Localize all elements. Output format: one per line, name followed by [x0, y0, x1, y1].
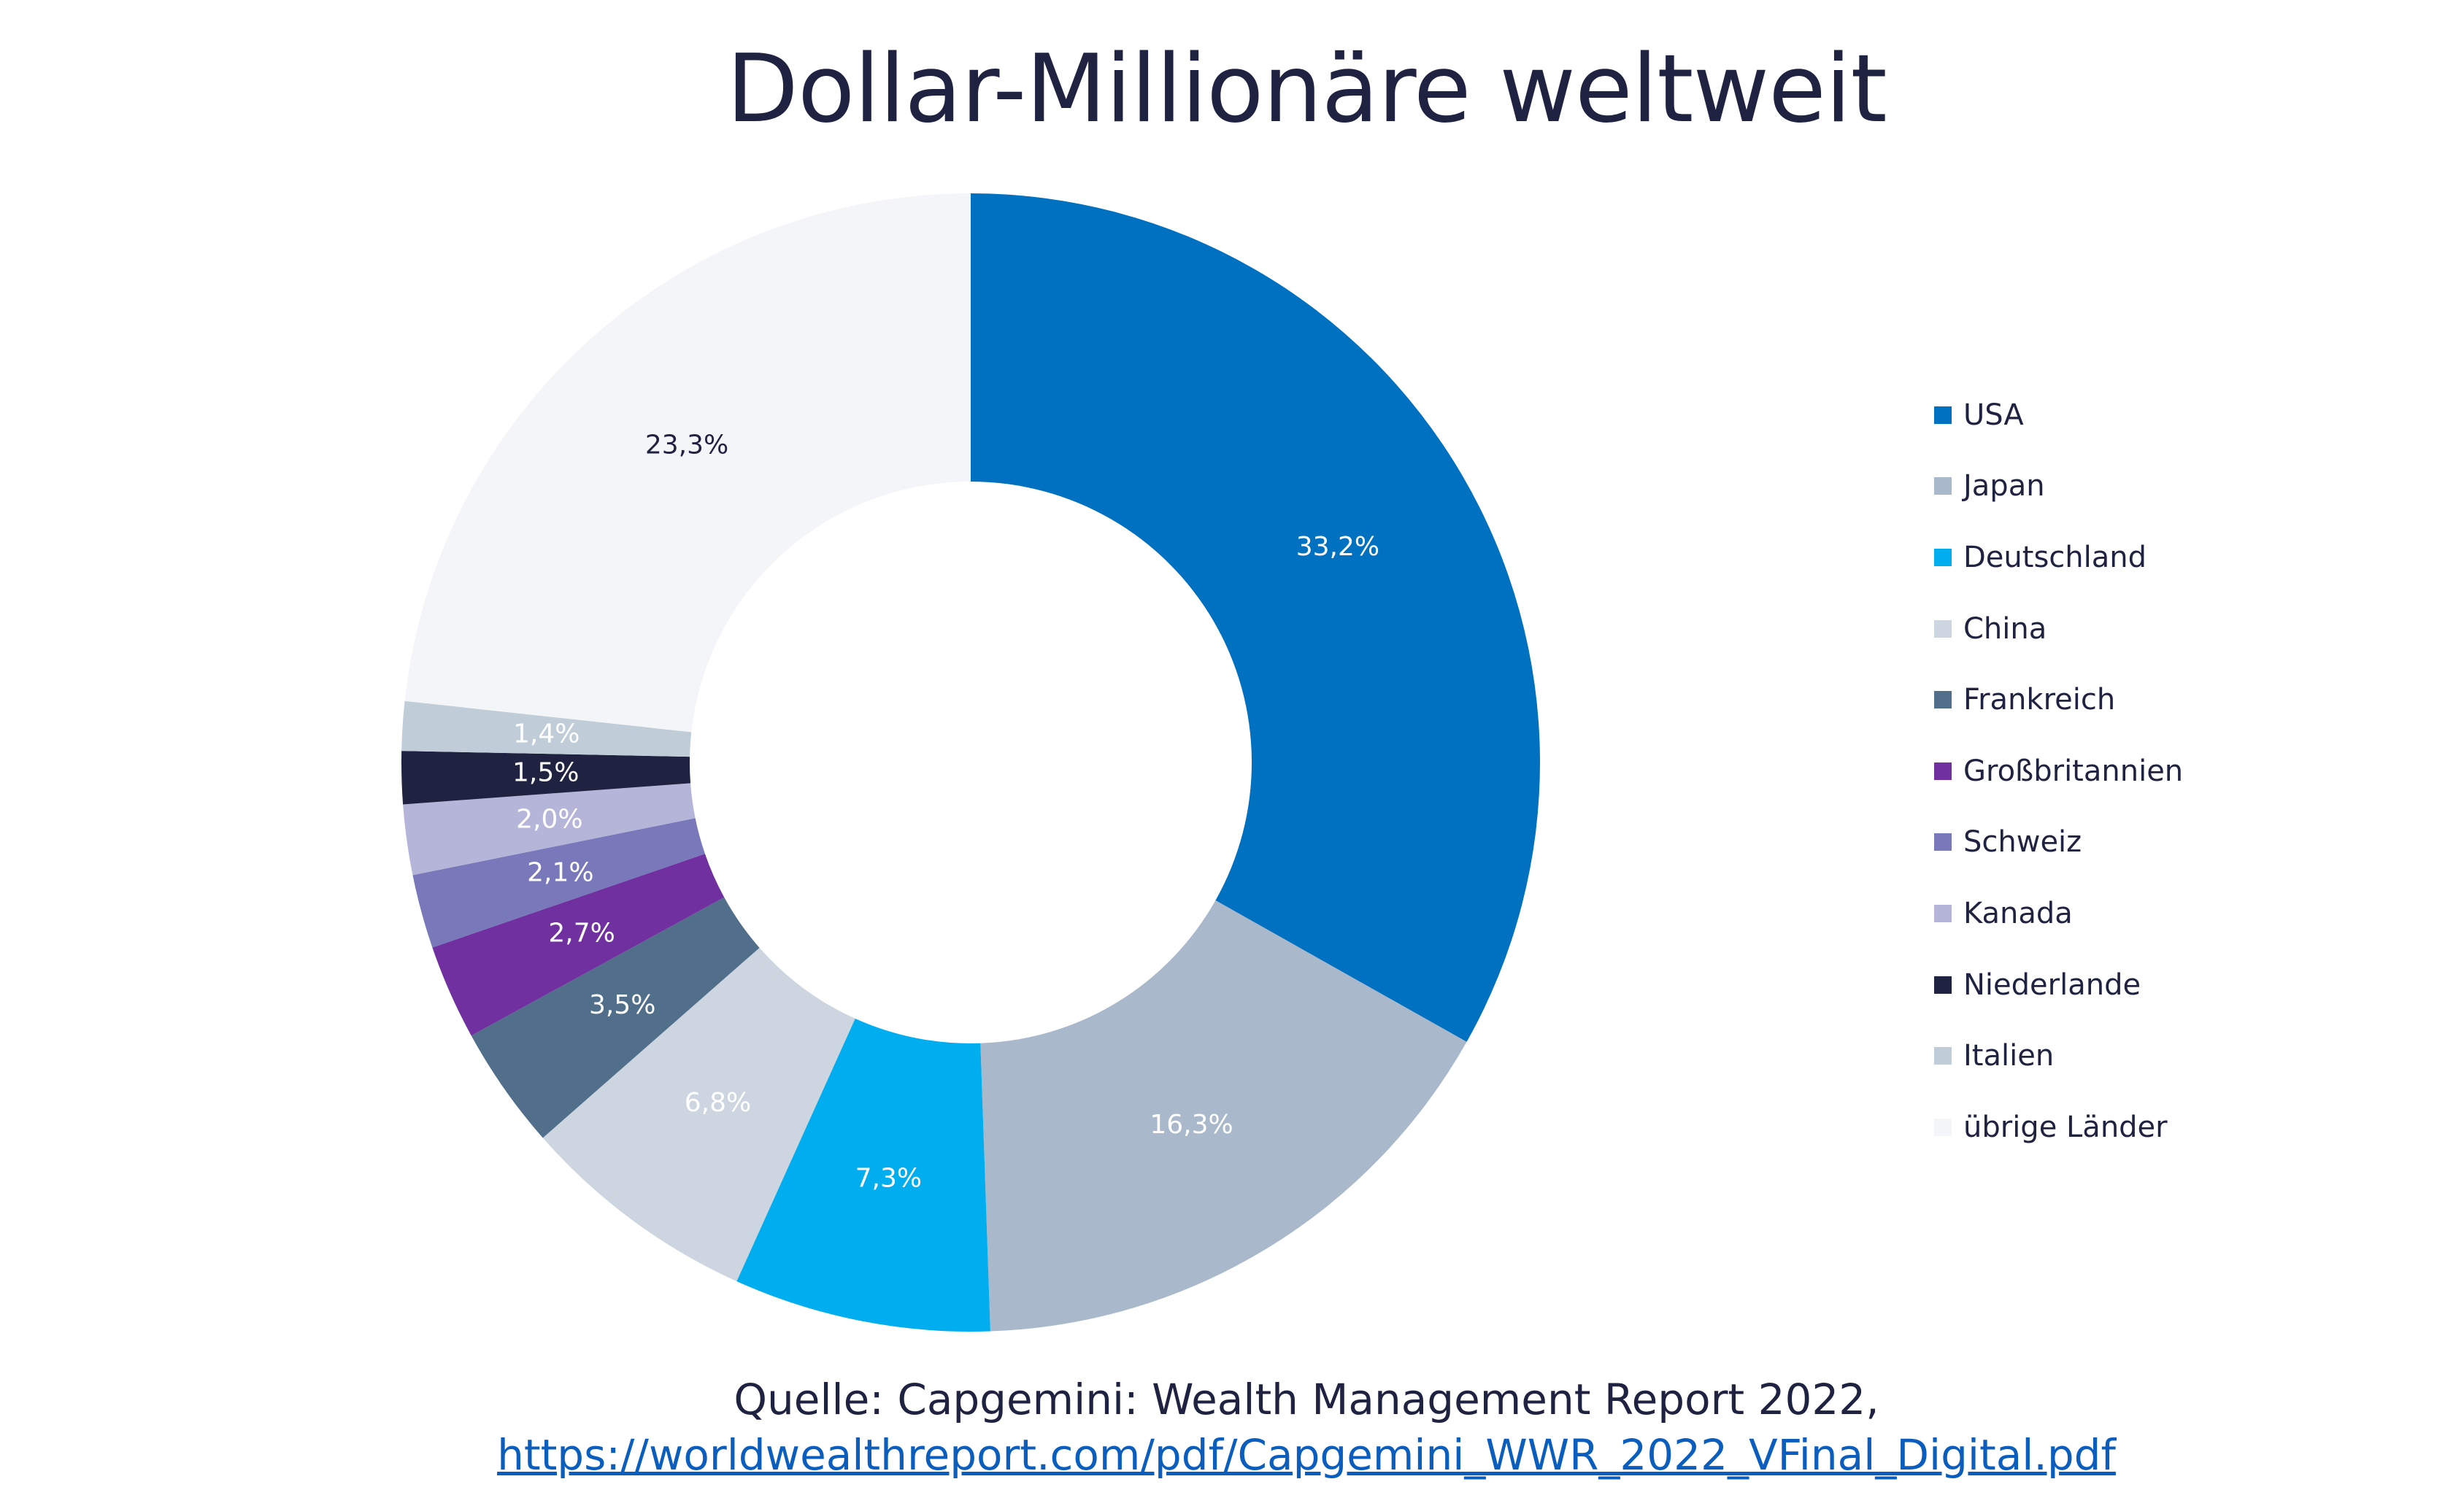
slice-china	[542, 947, 855, 1282]
slice-kanada	[403, 783, 696, 876]
legend-label: Kanada	[1963, 896, 2073, 930]
chart-legend: USA Japan Deutschland China Frankreich Großbr…	[1934, 379, 2183, 1163]
legend-label: Niederlande	[1963, 968, 2141, 1002]
legend-label: Deutschland	[1963, 540, 2147, 574]
data-label-kanada: 2,0%	[516, 804, 582, 834]
legend-swatch	[1934, 691, 1952, 709]
legend-swatch	[1934, 477, 1952, 495]
legend-item-frankreich: Frankreich	[1934, 664, 2183, 735]
legend-label: Großbritannien	[1963, 754, 2184, 788]
data-label-schweiz: 2,1%	[527, 858, 593, 888]
data-label-niederlande: 1,5%	[512, 758, 579, 788]
data-label-großbritannien: 2,7%	[548, 918, 615, 948]
slice-schweiz	[412, 818, 705, 948]
data-label-deutschland: 7,3%	[855, 1164, 922, 1194]
legend-item-schweiz: Schweiz	[1934, 807, 2183, 878]
slice-frankreich	[471, 897, 760, 1138]
legend-item-übrige-länder: übrige Länder	[1934, 1092, 2183, 1163]
legend-swatch	[1934, 976, 1952, 994]
legend-label: übrige Länder	[1963, 1110, 2168, 1144]
slice-japan	[980, 900, 1467, 1332]
legend-swatch	[1934, 904, 1952, 922]
data-label-china: 6,8%	[685, 1088, 751, 1118]
legend-swatch	[1934, 1047, 1952, 1065]
legend-swatch	[1934, 548, 1952, 566]
slice-großbritannien	[432, 854, 725, 1036]
legend-label: USA	[1963, 398, 2024, 432]
slice-italien	[401, 700, 692, 757]
legend-item-china: China	[1934, 593, 2183, 665]
legend-swatch	[1934, 406, 1952, 424]
legend-item-kanada: Kanada	[1934, 878, 2183, 949]
data-label-frankreich: 3,5%	[589, 990, 655, 1020]
legend-item-japan: Japan	[1934, 451, 2183, 522]
chart-title: Dollar-Millionäre weltweit	[726, 35, 1887, 144]
source-text: Quelle: Capgemini: Wealth Management Rep…	[734, 1375, 1879, 1424]
legend-swatch	[1934, 619, 1952, 638]
legend-label: Italien	[1963, 1039, 2055, 1073]
legend-item-niederlande: Niederlande	[1934, 949, 2183, 1021]
data-label-usa: 33,2%	[1296, 532, 1379, 562]
legend-swatch	[1934, 833, 1952, 852]
slice-usa	[971, 193, 1540, 1042]
slice-übrige-länder	[404, 193, 971, 733]
data-label-japan: 16,3%	[1150, 1110, 1233, 1140]
legend-label: Japan	[1963, 469, 2045, 503]
legend-label: China	[1963, 611, 2047, 646]
source-link[interactable]: https://worldwealthreport.com/pdf/Capgem…	[497, 1430, 2116, 1480]
data-label-übrige-länder: 23,3%	[645, 430, 728, 460]
legend-item-großbritannien: Großbritannien	[1934, 735, 2183, 807]
legend-item-deutschland: Deutschland	[1934, 522, 2183, 593]
legend-item-usa: USA	[1934, 379, 2183, 451]
legend-label: Frankreich	[1963, 683, 2116, 717]
data-label-italien: 1,4%	[513, 719, 580, 749]
legend-label: Schweiz	[1963, 825, 2082, 860]
legend-swatch	[1934, 762, 1952, 780]
slice-niederlande	[401, 751, 691, 805]
legend-swatch	[1934, 1118, 1952, 1136]
source-note: Quelle: Capgemini: Wealth Management Rep…	[0, 1372, 2464, 1483]
legend-item-italien: Italien	[1934, 1020, 2183, 1092]
slice-deutschland	[736, 1018, 990, 1332]
